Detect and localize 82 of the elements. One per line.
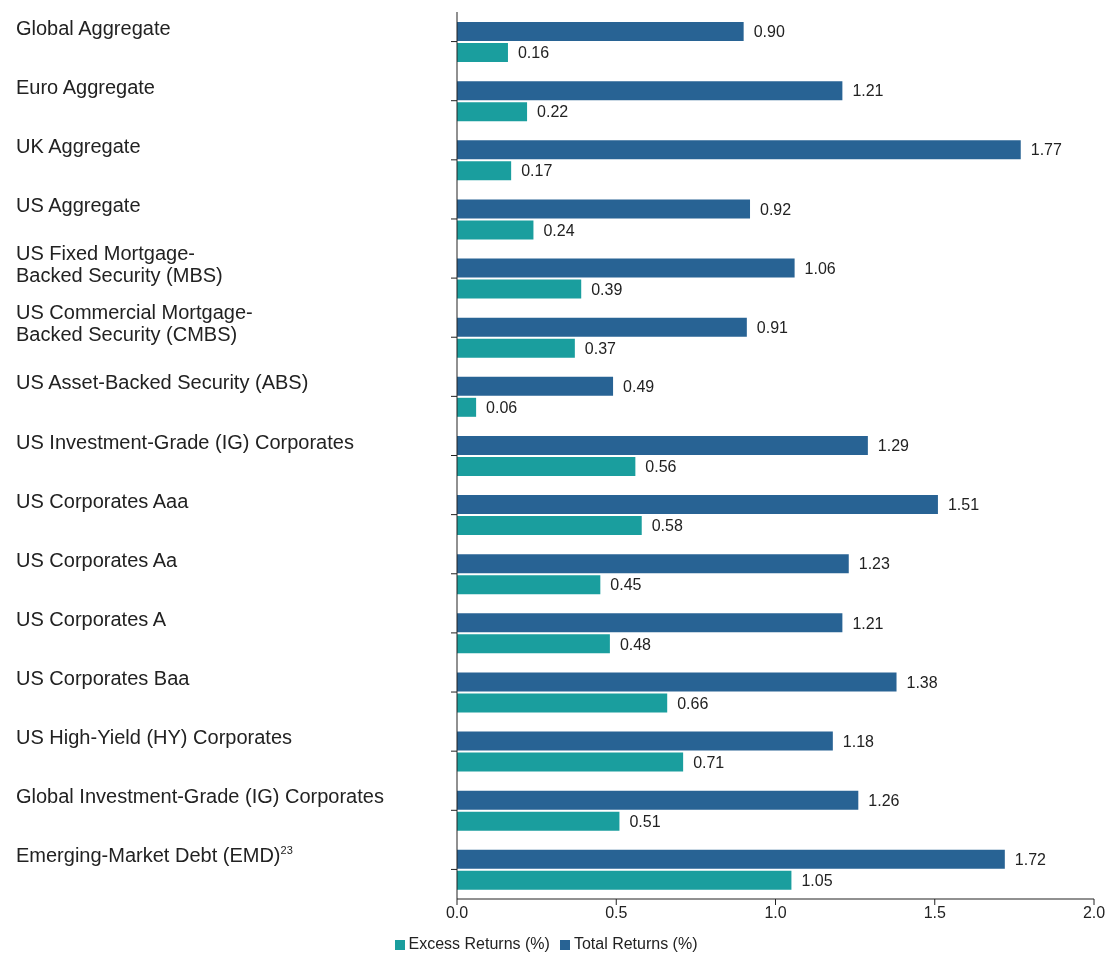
bar [457,22,744,41]
y-tick-label: Emerging-Market Debt (EMD)$^{23}$ [16,844,293,867]
bar [457,495,938,515]
bar [457,790,859,810]
y-tick-label: US Fixed Mortgage- Backed Security (MBS) [16,242,223,287]
bar [457,258,795,278]
y-tick-label: US Investment-Grade (IG) Corporates [16,430,354,453]
x-tick-label: 0.0 [445,904,469,922]
bar [457,397,477,417]
data-label: 0.90 [753,23,785,41]
y-tick-label: US Aggregate [16,194,141,217]
data-label: 0.22 [537,103,569,121]
bar [457,43,508,62]
bar [457,752,684,772]
bar [457,849,1005,869]
x-tick-label: 0.5 [605,904,628,922]
bar [457,338,575,358]
data-label: 1.29 [877,437,910,455]
bar [457,575,601,595]
y-tick-label: US Corporates Baa [16,667,191,690]
x-tick-label: 1.0 [764,904,787,922]
bar [457,554,849,574]
data-label: 0.92 [760,200,792,218]
data-label: 0.91 [756,318,789,336]
data-label: 0.06 [486,398,518,416]
y-tick-label: US Corporates Aaa [16,489,190,512]
data-label: 1.72 [1014,851,1047,869]
bar [457,613,843,633]
bar [457,140,1021,160]
y-tick-label: US High-Yield (HY) Corporates [16,726,293,749]
data-label: 1.77 [1030,141,1062,159]
bar [457,634,610,654]
bar [457,199,751,219]
legend-label: Total Returns (%) [573,935,698,952]
data-label: 0.37 [584,339,617,357]
legend-label: Excess Returns (%) [408,935,550,952]
bar [457,317,747,337]
bar [457,81,843,101]
data-label: 1.51 [947,496,980,514]
y-tick-label: US Commercial Mortgage- Backed Security (CMBS) [16,301,253,346]
data-label: 0.17 [521,162,553,180]
data-label: 0.56 [645,458,677,476]
bar [457,102,528,122]
data-label: 0.58 [651,517,683,535]
data-label: 0.71 [693,753,725,771]
bar [457,161,512,181]
y-tick-label: US Asset-Backed Security (ABS) [16,371,309,394]
data-label: 0.48 [619,635,652,653]
bar [457,731,833,751]
y-tick-label: Global Aggregate [16,16,171,39]
y-tick-label: Euro Aggregate [16,75,155,98]
x-tick-label: 1.5 [923,904,946,922]
data-label: 1.05 [801,872,833,890]
bar [457,220,534,240]
bar [457,693,668,713]
data-label: 1.38 [906,673,938,691]
y-tick-label: US Corporates A [16,608,167,631]
x-tick-label: 2.0 [1082,904,1106,922]
bar [457,435,868,455]
data-label: 0.16 [517,44,550,62]
data-label: 0.39 [591,280,623,298]
data-label: 1.18 [842,732,875,750]
bar [457,279,582,299]
data-label: 0.66 [677,694,709,712]
data-label: 1.21 [852,82,884,100]
y-tick-label: Global Investment-Grade (IG) Corporates [16,785,384,808]
data-label: 1.23 [858,555,890,573]
bar [457,672,897,692]
data-label: 0.49 [623,377,655,395]
data-label: 1.26 [868,791,900,809]
data-label: 0.45 [610,576,642,594]
bar [457,376,614,396]
data-label: 1.21 [852,614,884,632]
bar [457,811,620,831]
bar [457,456,636,476]
bar [457,516,642,536]
data-label: 0.51 [629,812,661,830]
bar [457,870,792,890]
data-label: 0.24 [543,221,575,239]
data-label: 1.06 [804,259,836,277]
y-tick-label: UK Aggregate [16,135,141,158]
y-tick-label: US Corporates Aa [16,549,179,572]
